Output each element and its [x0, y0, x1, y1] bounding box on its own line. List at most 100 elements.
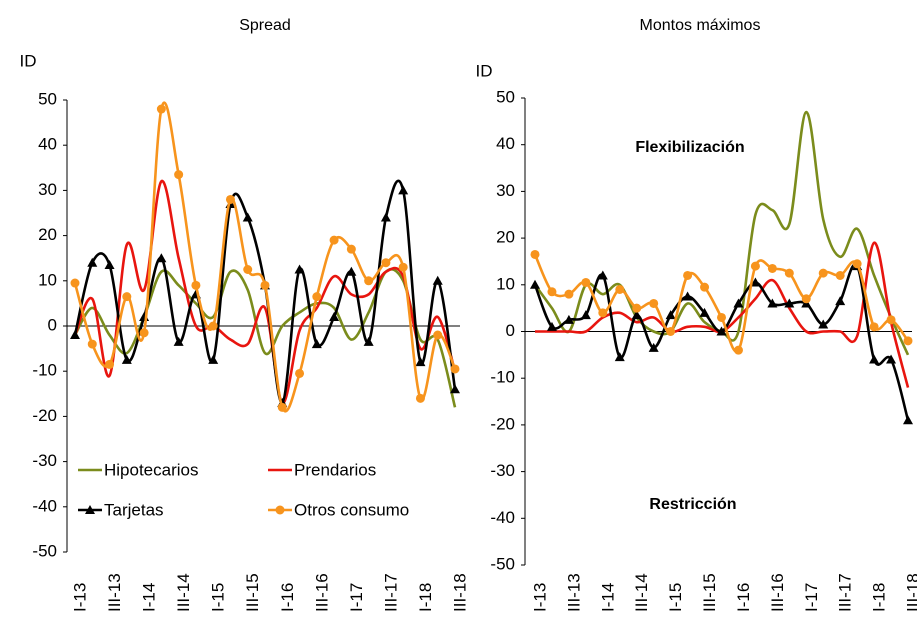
marker-circle [818, 268, 828, 278]
marker-triangle [818, 319, 829, 329]
legend-label: Hipotecarios [104, 460, 199, 479]
marker-triangle [835, 296, 846, 306]
marker-triangle [346, 266, 357, 276]
x-tick-label: I-17 [347, 583, 366, 612]
y-tick-label: 0 [48, 315, 57, 334]
y-tick-label: -30 [32, 451, 57, 470]
marker-circle [433, 330, 443, 340]
marker-triangle [398, 185, 409, 195]
marker-triangle [294, 264, 305, 274]
marker-triangle [648, 342, 659, 352]
x-tick-label: III-15 [243, 573, 262, 612]
marker-circle [649, 298, 659, 308]
x-tick-label: I-17 [802, 583, 821, 612]
marker-circle [156, 104, 166, 114]
marker-circle [191, 280, 201, 290]
marker-triangle [329, 311, 340, 321]
x-tick-label: III-17 [381, 573, 400, 612]
marker-triangle [614, 352, 625, 362]
x-tick-label: I-14 [598, 583, 617, 612]
marker-circle [530, 249, 540, 259]
annotation: Flexibilización [635, 139, 744, 156]
marker-circle [277, 402, 287, 412]
marker-circle [122, 292, 132, 302]
legend-label: Tarjetas [104, 500, 164, 519]
marker-circle [666, 327, 676, 336]
x-tick-label: III-14 [174, 573, 193, 612]
marker-circle [346, 244, 356, 254]
marker-triangle [631, 310, 642, 320]
x-tick-label: I-14 [140, 583, 159, 612]
marker-triangle [869, 354, 880, 364]
marker-circle [852, 259, 862, 269]
x-tick-label: I-15 [209, 583, 228, 612]
y-tick-label: -50 [490, 554, 515, 573]
x-tick-label: I-18 [416, 583, 435, 612]
marker-triangle [415, 357, 426, 367]
marker-circle [139, 328, 149, 338]
y-tick-label: -30 [490, 461, 515, 480]
marker-circle [208, 321, 218, 331]
y-tick-label: 40 [496, 134, 515, 153]
legend-marker [85, 505, 95, 514]
x-tick-label: I-16 [278, 583, 297, 612]
legend-label: Prendarios [294, 460, 376, 479]
marker-triangle [767, 298, 778, 308]
marker-circle [564, 289, 574, 299]
y-tick-label: 10 [38, 270, 57, 289]
marker-triangle [903, 415, 913, 425]
marker-triangle [208, 354, 219, 364]
marker-triangle [121, 354, 132, 364]
marker-triangle [682, 291, 693, 301]
x-tick-label: I-18 [870, 583, 889, 612]
legend-label: Otros consumo [294, 500, 409, 519]
y-tick-label: -10 [32, 361, 57, 380]
marker-triangle [380, 212, 391, 222]
chart-title: Spread [239, 17, 291, 34]
annotation: Restricción [649, 496, 736, 513]
y-tick-label: 50 [496, 87, 515, 106]
marker-circle [415, 393, 425, 403]
marker-triangle [563, 314, 574, 324]
marker-triangle [156, 253, 167, 263]
marker-circle [547, 287, 557, 297]
y-tick-label: 30 [496, 181, 515, 200]
marker-triangle [70, 330, 80, 340]
marker-circle [733, 345, 743, 355]
y-tick-label: 20 [496, 228, 515, 247]
x-tick-label: III-18 [450, 573, 469, 612]
marker-circle [260, 280, 270, 290]
marker-circle [598, 308, 608, 318]
marker-triangle [363, 336, 374, 346]
y-tick-label: -20 [490, 414, 515, 433]
marker-circle [174, 170, 184, 180]
marker-triangle [597, 270, 608, 280]
x-tick-label: III-13 [105, 573, 124, 612]
marker-circle [295, 368, 305, 378]
marker-triangle [450, 384, 460, 394]
x-tick-label: III-15 [700, 573, 719, 612]
y-tick-label: -20 [32, 406, 57, 425]
y-tick-label: 40 [38, 135, 57, 154]
marker-circle [381, 258, 391, 268]
x-tick-label: III-16 [768, 573, 787, 612]
marker-circle [632, 303, 642, 313]
marker-triangle [546, 321, 557, 331]
marker-circle [801, 294, 811, 304]
y-tick-label: -40 [32, 496, 57, 515]
x-tick-label: III-14 [632, 573, 651, 612]
marker-circle [750, 261, 760, 271]
marker-circle [225, 194, 235, 204]
marker-triangle [311, 339, 322, 349]
x-tick-label: III-17 [836, 573, 855, 612]
marker-circle [717, 312, 726, 322]
marker-circle [329, 235, 339, 245]
y-tick-label: 30 [38, 180, 57, 199]
y-tick-label: 50 [38, 89, 57, 108]
marker-triangle [733, 298, 744, 308]
marker-circle [835, 270, 845, 280]
marker-circle [903, 336, 913, 346]
marker-circle [364, 276, 374, 286]
y-axis-label: ID [20, 51, 37, 70]
